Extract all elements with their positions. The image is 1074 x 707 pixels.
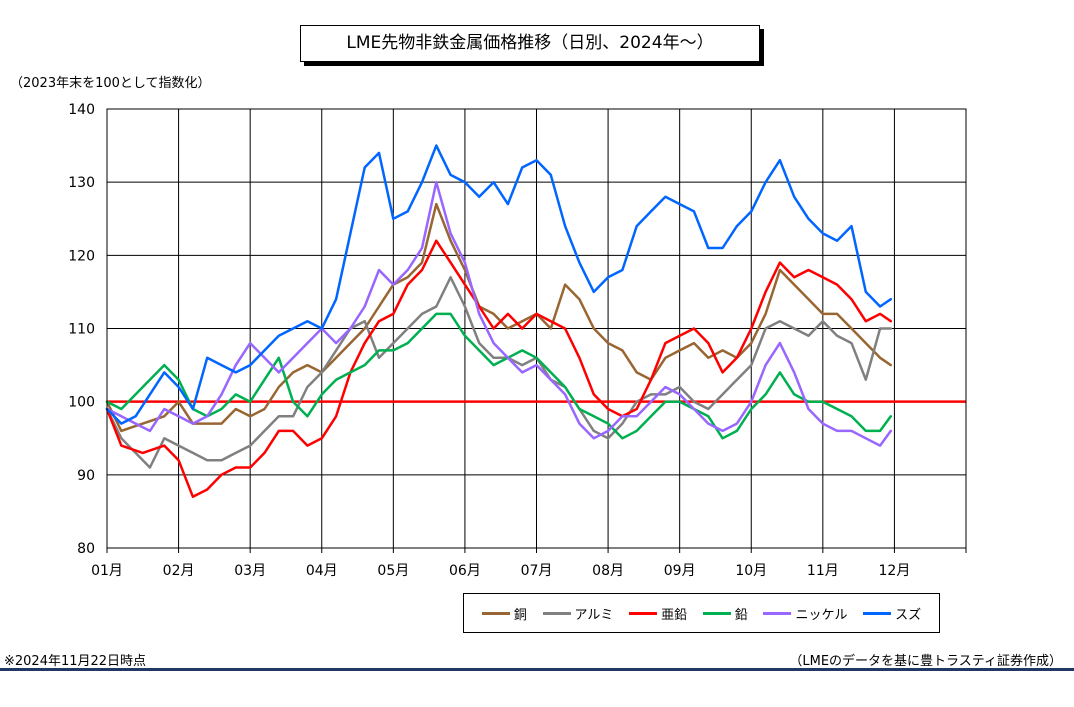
x-tick-label: 12月 [879,563,911,579]
y-tick-label: 100 [68,395,95,411]
legend-swatch [542,611,571,615]
source-note: （LMEのデータを基に豊トラスティ証券作成） [789,654,1062,669]
legend-label: スズ [895,607,922,623]
legend-label: アルミ [574,607,614,623]
legend-swatch [863,611,892,615]
x-tick-label: 02月 [163,563,195,579]
legend-swatch [629,611,658,615]
series-layer [105,144,893,499]
legend-item-0: 銅 [481,604,527,623]
series-line-1 [105,276,893,469]
legend-item-3: 鉛 [702,604,748,623]
legend-item-2: 亜鉛 [629,604,687,623]
legend-label: 鉛 [734,607,748,623]
legend: 銅 アルミ 亜鉛 鉛 ニッケル スズ [463,593,940,633]
legend-swatch [763,611,792,615]
x-tick-label: 10月 [735,563,767,579]
y-tick-label: 80 [77,541,95,557]
legend-swatch [481,611,510,615]
plot-frame [106,108,967,549]
y-tick-label: 140 [68,102,95,118]
legend-label: 銅 [513,607,527,623]
legend-label: ニッケル [795,607,848,623]
x-tick-label: 09月 [664,563,696,579]
x-tick-label: 04月 [306,563,338,579]
legend-swatch [702,611,731,615]
x-tick-label: 08月 [592,563,624,579]
x-tick-label: 07月 [521,563,553,579]
x-tick-label: 03月 [234,563,266,579]
series-line-5 [105,144,893,425]
y-tick-label: 110 [68,322,95,338]
legend-label: 亜鉛 [661,607,688,623]
chart-title: LME先物非鉄金属価格推移（日別、2024年～） [300,25,760,62]
legend-item-4: ニッケル [763,604,847,623]
legend-item-1: アルミ [542,604,614,623]
axis-layer: 80 90 100 110 120 130 140 01月 02月 03月 04月 05月 06月 07月… [68,102,967,579]
y-tick-label: 90 [77,468,95,484]
series-line-0 [105,202,893,433]
x-tick-label: 06月 [449,563,481,579]
series-line-2 [105,239,893,499]
line-chart: 80 90 100 110 120 130 140 01月 02月 03月 04月 05月 06月 07月… [68,102,967,579]
y-tick-label: 120 [68,248,95,264]
x-tick-label: 05月 [377,563,409,579]
series-line-3 [105,312,893,440]
legend-item-5: スズ [863,604,921,623]
y-tick-label: 130 [68,175,95,191]
x-tick-label: 01月 [91,563,123,579]
bottom-rule [0,668,1074,671]
y-axis-note: （2023年末を100として指数化） [10,76,211,91]
grid-layer [106,108,967,549]
footnote: ※2024年11月22日時点 [4,654,147,669]
x-tick-label: 11月 [807,563,839,579]
series-line-4 [105,180,893,447]
